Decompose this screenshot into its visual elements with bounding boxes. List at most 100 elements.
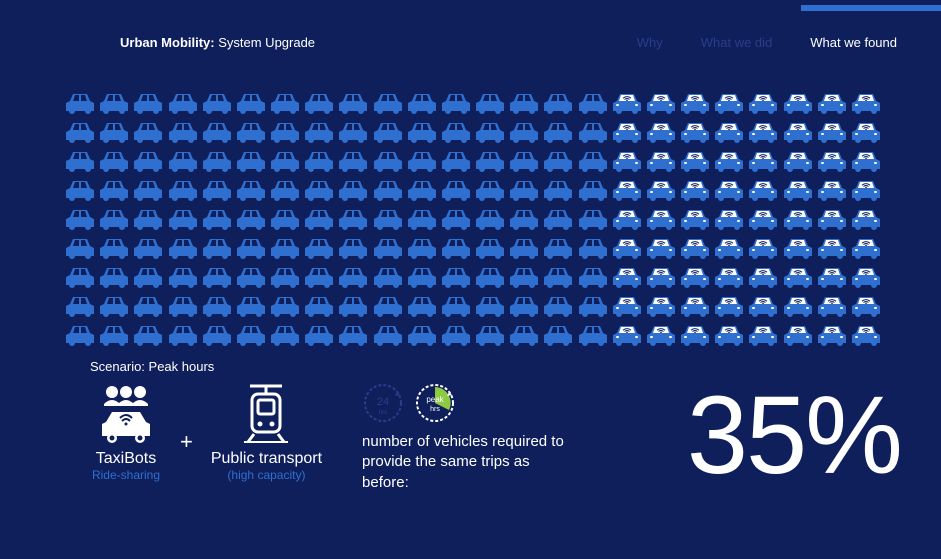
car-icon (816, 119, 848, 144)
car-icon (816, 177, 848, 202)
car-icon (816, 264, 848, 289)
taxibot-icon (90, 382, 162, 446)
car-icon (201, 90, 233, 115)
car-icon (577, 293, 609, 318)
car-icon (64, 119, 96, 144)
svg-text:peak: peak (426, 395, 444, 404)
car-icon (201, 322, 233, 347)
car-icon (713, 264, 745, 289)
car-icon (782, 119, 814, 144)
car-icon (679, 293, 711, 318)
mid-description: number of vehicles required to provide t… (362, 432, 572, 493)
car-icon (747, 206, 779, 231)
car-icon (508, 264, 540, 289)
clock-peakhrs-icon: peak hrs (414, 382, 456, 424)
car-icon (269, 148, 301, 173)
car-icon (474, 177, 506, 202)
car-icon (747, 293, 779, 318)
car-icon (440, 206, 472, 231)
car-icon (167, 293, 199, 318)
car-icon (132, 235, 164, 260)
car-icon (645, 235, 677, 260)
car-icon (167, 264, 199, 289)
scenario-label: Scenario: Peak hours (90, 359, 941, 374)
public-transport-sublabel: (high capacity) (211, 468, 322, 482)
car-grid (64, 90, 882, 349)
car-icon (269, 322, 301, 347)
car-icon (713, 148, 745, 173)
car-icon (303, 177, 335, 202)
title-rest: System Upgrade (215, 35, 315, 50)
car-icon (816, 322, 848, 347)
car-icon (98, 293, 130, 318)
car-icon (747, 90, 779, 115)
car-icon (337, 148, 369, 173)
car-icon (201, 148, 233, 173)
car-icon (816, 206, 848, 231)
car-icon (337, 90, 369, 115)
car-icon (508, 293, 540, 318)
car-icon (167, 206, 199, 231)
car-icon (508, 235, 540, 260)
car-icon (508, 322, 540, 347)
car-icon (611, 148, 643, 173)
car-icon (167, 90, 199, 115)
car-icon (167, 119, 199, 144)
tab-what-we-found[interactable]: What we found (806, 29, 901, 56)
combo-taxibots: TaxiBots Ride-sharing (90, 382, 162, 482)
taxibots-sublabel: Ride-sharing (90, 468, 162, 482)
car-icon (337, 119, 369, 144)
car-icon (406, 206, 438, 231)
car-icon (201, 293, 233, 318)
car-icon (132, 177, 164, 202)
car-icon (440, 148, 472, 173)
car-icon (440, 293, 472, 318)
car-icon (235, 264, 267, 289)
car-icon (269, 90, 301, 115)
car-icon (577, 90, 609, 115)
car-icon (98, 177, 130, 202)
car-icon (372, 119, 404, 144)
clock-24hrs-icon: 24 hrs (362, 382, 404, 424)
car-icon (542, 322, 574, 347)
car-icon (406, 322, 438, 347)
tab-why[interactable]: Why (633, 29, 667, 56)
car-icon (577, 264, 609, 289)
car-icon (235, 177, 267, 202)
page-title: Urban Mobility: System Upgrade (120, 35, 315, 50)
car-icon (782, 206, 814, 231)
car-icon (645, 293, 677, 318)
car-icon (850, 119, 882, 144)
car-icon (474, 322, 506, 347)
car-icon (167, 177, 199, 202)
car-icon (303, 119, 335, 144)
car-icon (406, 293, 438, 318)
svg-text:hrs: hrs (379, 410, 387, 416)
car-icon (303, 293, 335, 318)
car-icon (747, 177, 779, 202)
car-icon (269, 206, 301, 231)
svg-text:hrs: hrs (430, 406, 440, 413)
car-icon (679, 177, 711, 202)
car-icon (747, 148, 779, 173)
car-icon (782, 148, 814, 173)
car-icon (747, 264, 779, 289)
car-icon (611, 264, 643, 289)
car-icon (542, 264, 574, 289)
car-icon (850, 148, 882, 173)
car-icon (850, 235, 882, 260)
car-icon (611, 206, 643, 231)
bottom-row: TaxiBots Ride-sharing + Public transport (0, 382, 941, 493)
active-tab-indicator (801, 5, 941, 11)
car-icon (782, 90, 814, 115)
car-icon (440, 322, 472, 347)
car-icon (816, 293, 848, 318)
car-icon (611, 322, 643, 347)
car-icon (508, 148, 540, 173)
car-icon (440, 177, 472, 202)
car-icon (98, 264, 130, 289)
car-icon (782, 235, 814, 260)
car-icon (474, 293, 506, 318)
tab-what-we-did[interactable]: What we did (697, 29, 777, 56)
car-icon (337, 293, 369, 318)
